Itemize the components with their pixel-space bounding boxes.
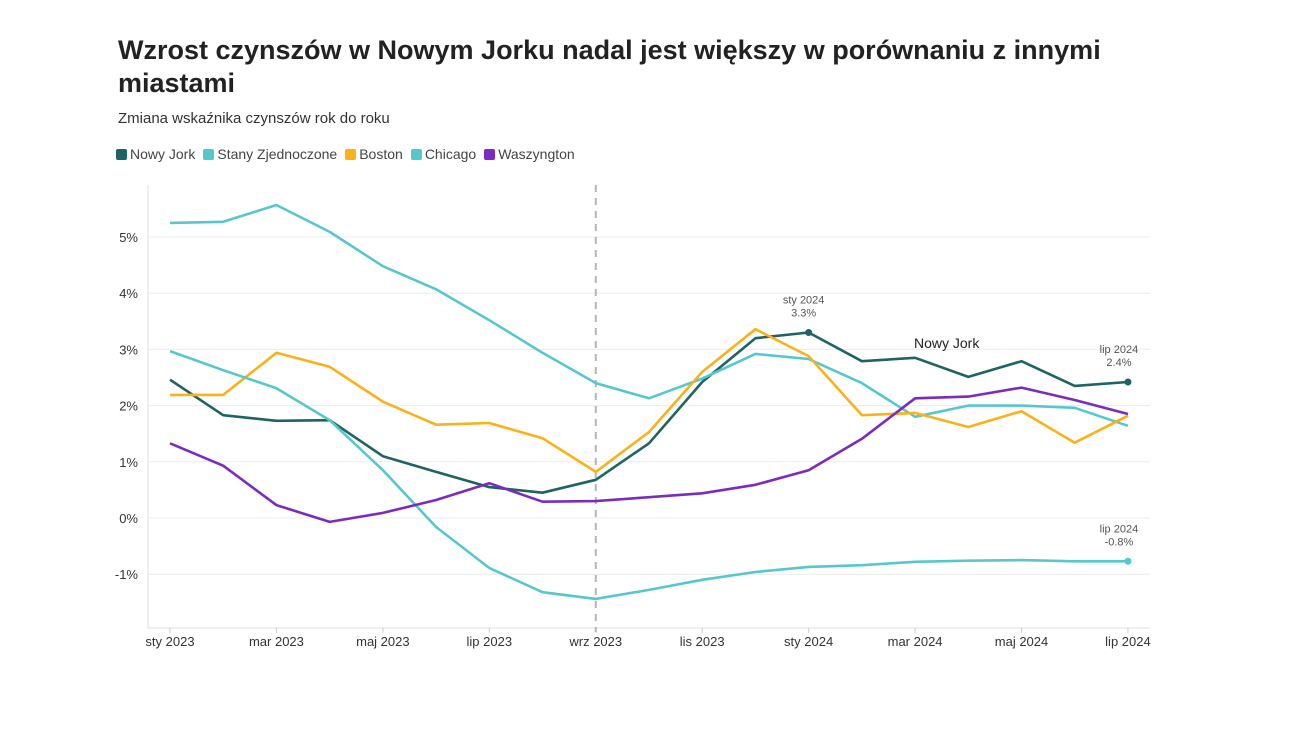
legend-label: Stany Zjednoczone [217, 146, 338, 162]
chart-title: Wzrost czynszów w Nowym Jorku nadal jest… [118, 35, 1101, 98]
annotation-value: -0.8% [1105, 536, 1134, 548]
x-tick-label: lip 2024 [1105, 634, 1151, 649]
y-tick-label: 5% [119, 230, 138, 245]
y-tick-label: 0% [119, 511, 138, 526]
legend-item: Chicago [410, 146, 477, 162]
annotation-marker [1124, 378, 1132, 386]
series-line-stany-zjednoczone [169, 203, 1129, 428]
legend-item: Boston [345, 146, 403, 162]
legend-swatch [116, 148, 127, 160]
y-tick-label: 1% [119, 455, 138, 470]
legend-label: Boston [359, 146, 403, 162]
x-tick-label: maj 2023 [356, 634, 409, 649]
legend-swatch [410, 148, 422, 160]
y-tick-label: -1% [115, 567, 139, 582]
annotation-date: sty 2024 [783, 295, 825, 307]
y-tick-label: 2% [119, 399, 138, 414]
x-tick-label: wrz 2023 [568, 634, 622, 649]
y-tick-label: 3% [119, 342, 138, 357]
x-tick-label: lip 2023 [467, 634, 513, 649]
legend-item: Waszyngton [484, 146, 575, 162]
series-line-boston [170, 327, 1129, 474]
y-tick-label: 4% [119, 286, 138, 301]
annotation-marker [805, 329, 813, 337]
legend-swatch [484, 148, 496, 160]
annotation-value: 2.4% [1106, 357, 1131, 369]
legend-item: Nowy Jork [116, 146, 195, 162]
legend-swatch [345, 148, 357, 160]
x-tick-label: mar 2023 [249, 634, 304, 649]
x-tick-label: mar 2024 [888, 634, 943, 649]
series-label-nowy-jork: Nowy Jork [914, 335, 980, 351]
x-tick-label: lis 2023 [680, 634, 725, 649]
legend-item: Stany Zjednoczone [203, 146, 337, 162]
series-line-waszyngton [169, 386, 1129, 524]
legend: Nowy Jork Stany Zjednoczone Boston Chicago W… [116, 146, 575, 162]
x-tick-label: sty 2024 [784, 634, 833, 649]
legend-label: Waszyngton [498, 146, 575, 162]
series-line-chicago [169, 349, 1128, 601]
legend-swatch [203, 148, 215, 160]
annotation-marker [1124, 557, 1132, 565]
x-tick-label: sty 2023 [145, 634, 194, 649]
legend-label: Chicago [424, 146, 477, 162]
series-line-nowy-jork [169, 331, 1129, 495]
annotation-date: lip 2024 [1100, 344, 1139, 356]
x-tick-label: maj 2024 [995, 634, 1048, 649]
chart-subtitle: Zmiana wskaźnika czynszów rok do roku [118, 110, 390, 127]
annotation-date: lip 2024 [1100, 523, 1139, 535]
annotation-value: 3.3% [791, 308, 816, 320]
legend-label: Nowy Jork [130, 146, 196, 162]
